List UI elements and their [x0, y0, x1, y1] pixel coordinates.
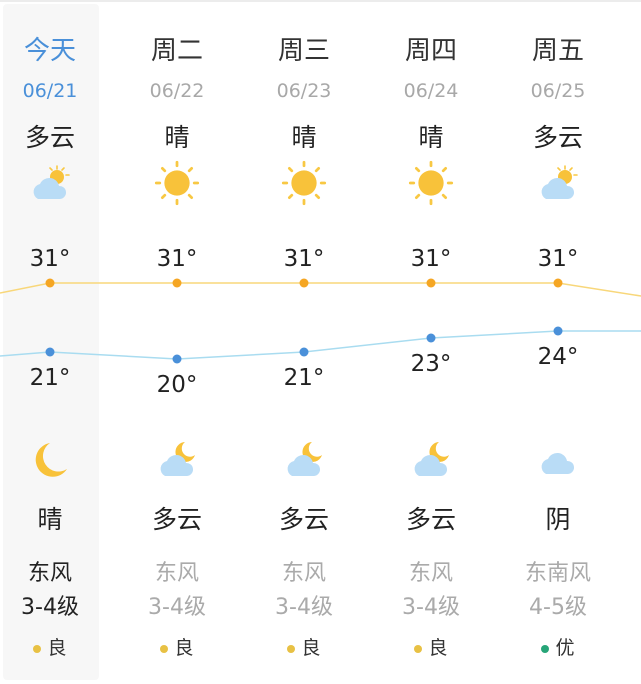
aqi-badge: 优 [495, 633, 622, 660]
high-temp-point [45, 278, 55, 288]
day-column[interactable]: 周三 06/23 晴 31° 21° 多云 东风 3-4级 良 [241, 0, 368, 684]
day-name: 周三 [277, 36, 330, 66]
high-temp-point [426, 278, 436, 288]
wind: 东风 3-4级 [114, 557, 241, 625]
top-divider [0, 0, 641, 2]
low-temp-point [172, 354, 182, 364]
aqi-dot-icon [160, 644, 169, 653]
day-condition: 多云 [532, 123, 583, 152]
high-temp-label: 31° [29, 246, 71, 272]
wind-direction: 东风 [408, 561, 453, 586]
high-temp-point [553, 278, 563, 288]
high-temp-point [172, 278, 182, 288]
aqi-badge: 良 [114, 633, 241, 660]
day-name: 周四 [404, 36, 457, 66]
night-condition: 多云 [151, 505, 202, 534]
aqi-dot-icon [287, 644, 296, 653]
aqi-label: 良 [301, 637, 321, 659]
low-temp-label: 23° [410, 351, 452, 377]
wind-level: 3-4级 [402, 595, 460, 620]
high-temp-point [299, 278, 309, 288]
wind-level: 3-4级 [275, 595, 333, 620]
high-temp-label: 31° [283, 246, 325, 272]
cloud-icon [538, 440, 578, 480]
day-column[interactable]: 周四 06/24 晴 31° 23° 多云 东风 3-4级 良 [368, 0, 495, 684]
day-name: 周二 [150, 36, 203, 66]
date: 06/23 [276, 80, 332, 102]
wind-level: 4-5级 [529, 595, 587, 620]
night-condition: 阴 [545, 505, 571, 534]
aqi-badge: 良 [241, 633, 368, 660]
aqi-dot-icon [414, 644, 423, 653]
high-temp-label: 31° [410, 246, 452, 272]
wind-direction: 东风 [154, 561, 199, 586]
wind-direction: 东风 [281, 561, 326, 586]
day-column[interactable]: 周二 06/22 晴 31° 20° 多云 东风 3-4级 良 [114, 0, 241, 684]
wind-direction: 东风 [27, 561, 72, 586]
wind: 东风 3-4级 [241, 557, 368, 625]
low-temp-point [45, 347, 55, 357]
partly-cloudy-night-icon [284, 440, 324, 480]
high-temp-label: 31° [156, 246, 198, 272]
wind: 东南风 4-5级 [495, 557, 622, 625]
wind-direction: 东南风 [524, 561, 591, 586]
day-condition: 晴 [291, 123, 317, 152]
date: 06/21 [22, 80, 78, 102]
partly-cloudy-day-icon [30, 163, 70, 203]
night-condition: 多云 [278, 505, 329, 534]
high-temp-label: 31° [537, 246, 579, 272]
day-column[interactable]: 周五 06/25 多云 31° 24° 阴 东南风 4-5级 优 [495, 0, 622, 684]
date: 06/22 [149, 80, 205, 102]
sun-icon [281, 160, 327, 206]
partly-cloudy-night-icon [411, 440, 451, 480]
today-highlight [3, 4, 99, 680]
low-temp-label: 24° [537, 344, 579, 370]
aqi-badge: 良 [368, 633, 495, 660]
partly-cloudy-day-icon [538, 163, 578, 203]
day-condition: 晴 [418, 123, 444, 152]
wind-level: 3-4级 [21, 595, 79, 620]
aqi-label: 良 [428, 637, 448, 659]
aqi-label: 良 [47, 637, 67, 659]
aqi-label: 优 [555, 637, 575, 659]
aqi-dot-icon [541, 644, 550, 653]
sun-icon [408, 160, 454, 206]
low-temp-label: 21° [283, 365, 325, 391]
wind: 东风 3-4级 [0, 557, 114, 625]
low-temp-label: 20° [156, 372, 198, 398]
partly-cloudy-night-icon [157, 440, 197, 480]
night-condition: 多云 [405, 505, 456, 534]
date: 06/24 [403, 80, 459, 102]
wind: 东风 3-4级 [368, 557, 495, 625]
day-condition: 晴 [164, 123, 190, 152]
day-column[interactable]: 今天 06/21 多云 31° 21° 晴 东风 3-4级 良 [0, 0, 114, 684]
day-name: 周五 [531, 36, 584, 66]
aqi-dot-icon [33, 644, 42, 653]
aqi-label: 良 [174, 637, 194, 659]
low-temp-point [299, 347, 309, 357]
wind-level: 3-4级 [148, 595, 206, 620]
date: 06/25 [530, 80, 586, 102]
day-name: 今天 [23, 36, 76, 66]
low-temp-point [426, 333, 436, 343]
night-condition: 晴 [37, 505, 63, 534]
low-temp-point [553, 326, 563, 336]
moon-icon [30, 440, 70, 480]
aqi-badge: 良 [0, 633, 114, 660]
low-temp-label: 21° [29, 365, 71, 391]
day-condition: 多云 [24, 123, 75, 152]
sun-icon [154, 160, 200, 206]
